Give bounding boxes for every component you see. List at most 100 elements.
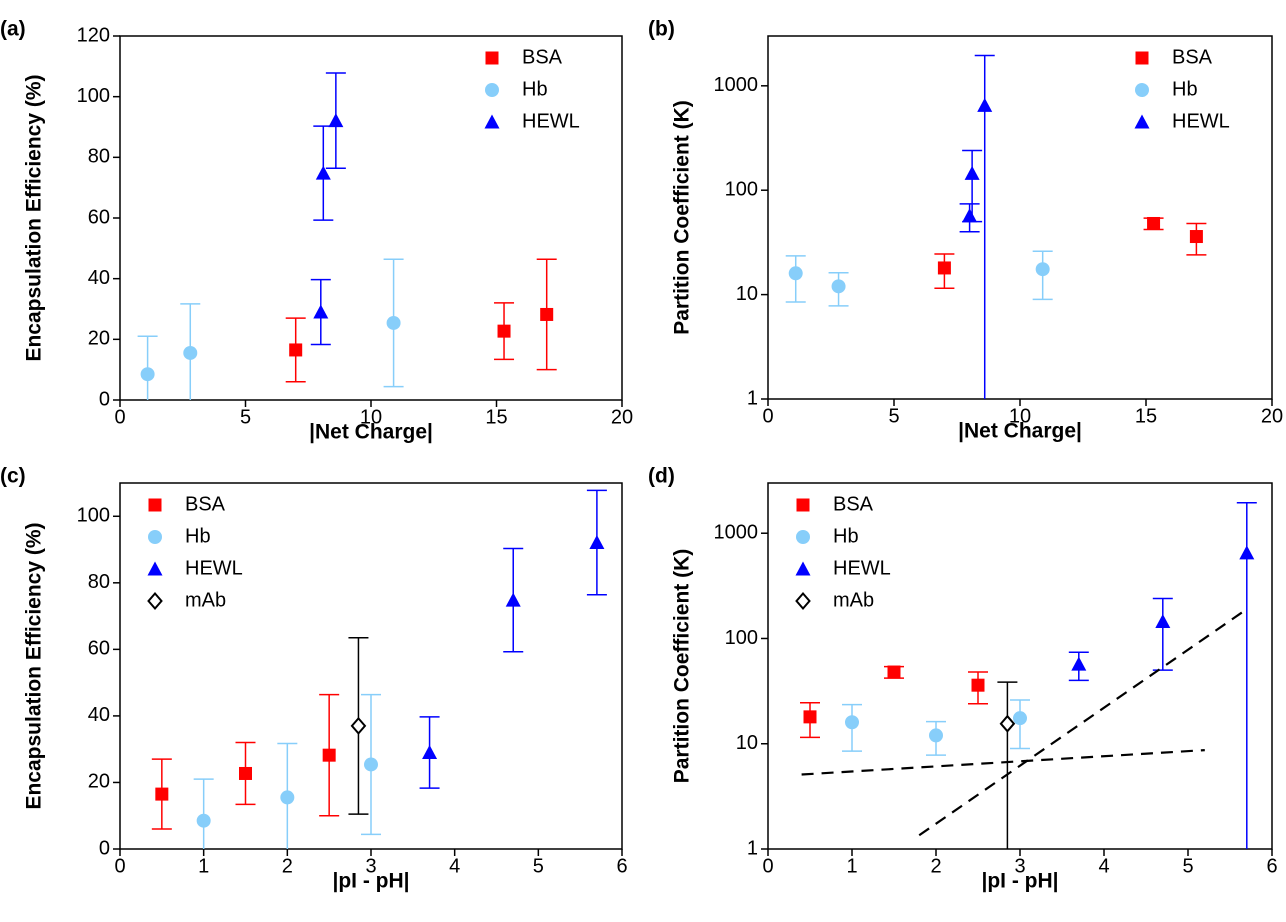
x-tick-label: 2 <box>930 855 941 877</box>
panel-label: (a) <box>0 18 26 41</box>
marker <box>964 165 980 180</box>
y-tick-label: 60 <box>88 206 110 228</box>
x-tick-label: 5 <box>1182 855 1193 877</box>
x-tick-label: 0 <box>762 855 773 877</box>
x-axis-title: |Net Charge| <box>958 420 1082 443</box>
y-axis-title: Partition Coefficient (K) <box>671 100 694 335</box>
y-tick-label: 0 <box>99 388 110 410</box>
legend-marker <box>796 530 810 544</box>
x-tick-label: 1 <box>198 855 209 877</box>
marker <box>803 710 817 724</box>
x-tick-label: 5 <box>888 405 899 427</box>
marker <box>540 307 554 321</box>
x-tick-label: 4 <box>449 855 460 877</box>
x-tick-label: 15 <box>485 406 507 428</box>
y-tick-label: 40 <box>88 267 110 289</box>
marker <box>977 97 993 112</box>
legend-label: Hb <box>185 525 211 547</box>
legend-marker <box>147 561 163 576</box>
y-tick-label: 100 <box>77 85 110 107</box>
legend-marker <box>1134 114 1150 129</box>
marker <box>1189 230 1203 244</box>
panel-label: (b) <box>648 18 675 41</box>
legend-label: BSA <box>185 493 226 515</box>
marker <box>497 324 511 338</box>
marker <box>999 714 1016 733</box>
y-tick-label: 20 <box>88 771 110 793</box>
marker <box>280 790 295 805</box>
marker <box>937 261 951 275</box>
marker <box>962 208 978 223</box>
legend-marker <box>148 498 162 512</box>
marker <box>322 748 336 762</box>
legend-label: Hb <box>1172 78 1198 100</box>
marker <box>971 678 985 692</box>
marker <box>1155 613 1171 628</box>
x-tick-label: 10 <box>360 406 382 428</box>
legend-label: mAb <box>833 589 874 611</box>
y-tick-label: 10 <box>736 283 758 305</box>
legend-label: HEWL <box>833 557 891 579</box>
legend-marker <box>147 591 163 611</box>
marker <box>350 716 367 735</box>
legend-marker <box>795 561 811 576</box>
x-tick-label: 3 <box>365 855 376 877</box>
legend-label: Hb <box>522 78 548 100</box>
legend-marker <box>485 83 499 97</box>
legend-label: HEWL <box>522 110 580 132</box>
x-tick-label: 4 <box>1098 855 1109 877</box>
marker <box>315 165 331 180</box>
legend-label: BSA <box>1172 46 1213 68</box>
y-tick-label: 100 <box>725 627 758 649</box>
marker <box>1013 711 1027 726</box>
marker <box>1147 216 1161 230</box>
x-tick-label: 15 <box>1135 405 1157 427</box>
y-tick-label: 1000 <box>714 522 759 544</box>
legend-label: HEWL <box>1172 110 1230 132</box>
y-tick-label: 40 <box>88 704 110 726</box>
y-tick-label: 20 <box>88 328 110 350</box>
y-tick-label: 80 <box>88 571 110 593</box>
marker <box>422 745 438 760</box>
x-tick-label: 6 <box>616 855 627 877</box>
panel-label: (c) <box>0 465 26 488</box>
marker <box>239 766 252 780</box>
x-tick-label: 3 <box>1014 855 1025 877</box>
x-tick-label: 5 <box>533 855 544 877</box>
legend-label: Hb <box>833 525 859 547</box>
marker <box>505 592 521 607</box>
marker <box>831 279 846 294</box>
y-tick-label: 0 <box>99 837 110 859</box>
marker <box>140 367 155 382</box>
marker <box>364 757 378 772</box>
marker <box>328 113 344 128</box>
legend-label: BSA <box>522 46 563 68</box>
legend-label: HEWL <box>185 557 243 579</box>
x-tick-label: 1 <box>846 855 857 877</box>
x-axis-title: |pI - pH| <box>332 870 409 893</box>
marker <box>1035 262 1050 277</box>
legend-marker <box>148 530 162 544</box>
marker <box>196 813 211 828</box>
fit-line <box>801 749 1205 776</box>
y-tick-label: 10 <box>736 732 758 754</box>
y-tick-label: 1 <box>747 837 758 859</box>
marker <box>845 715 859 730</box>
y-tick-label: 120 <box>77 24 110 46</box>
legend-marker <box>796 498 810 512</box>
x-axis-title: |pI - pH| <box>981 870 1058 893</box>
x-tick-label: 10 <box>1009 405 1031 427</box>
x-tick-label: 6 <box>1266 855 1277 877</box>
marker <box>289 343 303 357</box>
y-tick-label: 100 <box>77 505 110 527</box>
marker <box>887 665 901 679</box>
marker <box>589 535 605 550</box>
y-axis-title: Partition Coefficient (K) <box>671 549 694 784</box>
marker <box>788 266 803 281</box>
legend-marker <box>795 591 811 611</box>
x-tick-label: 20 <box>1261 405 1283 427</box>
legend-marker <box>1135 83 1149 97</box>
legend-marker <box>485 51 499 65</box>
x-tick-label: 5 <box>240 406 251 428</box>
